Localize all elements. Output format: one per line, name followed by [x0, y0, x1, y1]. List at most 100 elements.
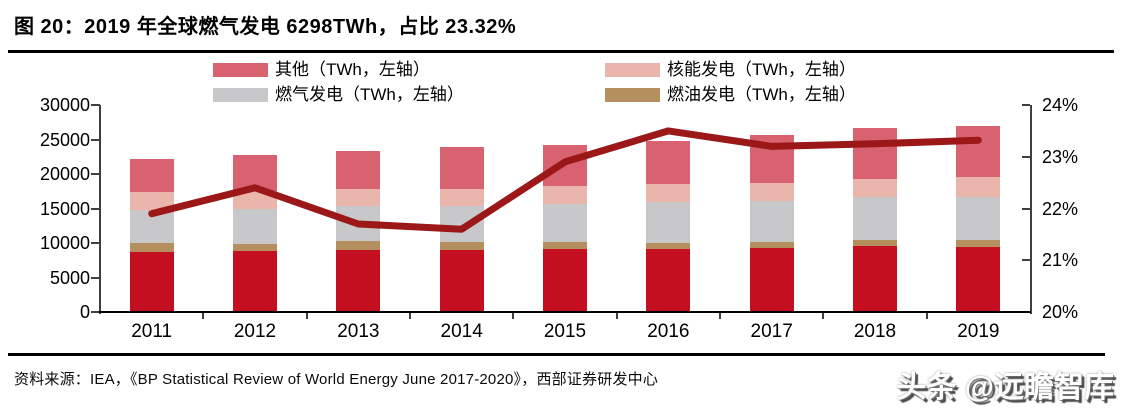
right-axis-tick-label: 21% [1042, 250, 1079, 271]
bar-segment-2015-series1 [543, 241, 587, 249]
x-axis-tick [305, 312, 308, 319]
legend-item-1-1: 燃油发电（TWh，左轴） [605, 85, 856, 104]
left-axis-line [98, 105, 101, 314]
right-axis-tick-label: 22% [1042, 198, 1079, 219]
bar-segment-2019-series1 [956, 239, 1001, 248]
legend-swatch [213, 63, 268, 77]
bar-segment-2017-series3 [749, 182, 794, 201]
bar-segment-2016-series2 [646, 202, 691, 243]
left-axis-tick-label: 20000 [39, 164, 90, 184]
x-axis-tick [615, 312, 618, 319]
left-axis-tick [91, 138, 100, 141]
bar-segment-2011-series3 [129, 192, 174, 211]
bar-segment-2015-series2 [543, 203, 587, 242]
bar-segment-2012-series1 [233, 243, 277, 252]
left-axis-tick [91, 207, 100, 210]
x-axis-label-2017: 2017 [750, 321, 793, 342]
x-axis-tick [925, 312, 928, 319]
legend-item-0-1: 核能发电（TWh，左轴） [605, 60, 856, 79]
legend-label: 燃油发电（TWh，左轴） [667, 85, 856, 104]
x-axis-label-2018: 2018 [853, 321, 897, 342]
bar-segment-2017-series2 [749, 200, 794, 242]
watermark-toutiao: 头条 @远瞻智库 [896, 371, 1114, 404]
left-axis-tick-label: 25000 [39, 129, 90, 150]
left-axis-tick [91, 311, 100, 313]
left-axis-tick [91, 242, 100, 244]
bar-segment-2014-series4 [439, 147, 484, 189]
right-axis-tick-label: 20% [1042, 302, 1079, 322]
x-axis-label-2012: 2012 [233, 321, 277, 342]
bar-segment-2018-series2 [853, 197, 897, 240]
legend-label: 核能发电（TWh，左轴） [667, 60, 856, 79]
legend-swatch [605, 63, 660, 77]
left-axis-tick [91, 104, 100, 106]
x-axis-tick [409, 312, 411, 319]
legend-label: 其他（TWh，左轴） [275, 60, 430, 79]
bar-segment-2011-series1 [129, 243, 174, 253]
bar-segment-2011-series2 [129, 210, 174, 244]
x-axis-label-2013: 2013 [337, 321, 380, 342]
bar-segment-2012-series0 [233, 251, 277, 312]
bar-segment-2015-series3 [543, 185, 587, 204]
bar-segment-2013-series1 [336, 241, 381, 250]
legend-item-0-0: 其他（TWh，左轴） [213, 60, 430, 79]
bar-segment-2016-series4 [646, 140, 691, 185]
bar-segment-2017-series1 [749, 241, 794, 248]
x-axis-label-2016: 2016 [647, 321, 690, 342]
right-axis-tick-label: 24% [1042, 95, 1079, 115]
right-axis-tick-label: 23% [1042, 146, 1079, 167]
bar-segment-2015-series0 [543, 248, 587, 312]
left-axis-tick-label: 30000 [39, 95, 90, 115]
bar-segment-2013-series2 [336, 206, 381, 242]
right-axis-tick [1022, 155, 1030, 158]
bar-segment-2018-series4 [853, 127, 897, 179]
bar-segment-2018-series3 [853, 178, 897, 198]
x-axis-label-2015: 2015 [543, 321, 587, 342]
legend-swatch [605, 88, 660, 102]
bar-segment-2019-series2 [956, 196, 1001, 240]
bar-segment-2019-series0 [956, 247, 1001, 312]
legend-item-1-0: 燃气发电（TWh，左轴） [213, 86, 464, 103]
bar-segment-2019-series3 [956, 177, 1001, 197]
bar-segment-2014-series2 [439, 206, 484, 242]
bar-segment-2011-series4 [129, 159, 174, 193]
bar-segment-2013-series0 [336, 249, 381, 312]
bar-segment-2014-series1 [439, 241, 484, 250]
bar-segment-2017-series0 [749, 247, 794, 312]
left-axis-tick [91, 173, 100, 175]
footer-divider [8, 353, 1105, 356]
left-axis-tick [91, 276, 100, 279]
legend-swatch [213, 88, 268, 102]
bar-segment-2013-series3 [336, 189, 381, 207]
right-axis-line [1029, 105, 1032, 314]
right-axis-tick [1022, 104, 1030, 106]
bar-segment-2018-series0 [853, 246, 897, 312]
bar-segment-2014-series3 [439, 188, 484, 207]
bar-segment-2014-series0 [439, 249, 484, 312]
source-note: 资料来源：IEA，《BP Statistical Review of World… [14, 371, 659, 388]
right-axis-tick [1022, 207, 1030, 210]
left-axis-tick-label: 5000 [49, 267, 90, 288]
x-axis-tick [822, 312, 825, 319]
x-axis-tick [719, 312, 721, 319]
x-axis-line [98, 311, 1031, 313]
x-axis-tick [202, 312, 205, 319]
x-axis-label-2014: 2014 [440, 321, 483, 342]
bar-segment-2015-series4 [543, 144, 587, 186]
bar-segment-2017-series4 [749, 135, 794, 183]
bar-segment-2016-series3 [646, 184, 691, 203]
left-axis-tick-label: 10000 [39, 233, 90, 253]
x-axis-label-2011: 2011 [131, 321, 173, 342]
bar-segment-2013-series4 [336, 151, 381, 190]
title-divider [8, 50, 1114, 53]
bar-segment-2012-series2 [233, 208, 277, 244]
bar-segment-2016-series0 [646, 249, 691, 312]
bar-segment-2016-series1 [646, 242, 691, 250]
bar-segment-2019-series4 [956, 125, 1001, 178]
bar-segment-2018-series1 [853, 239, 897, 247]
x-axis-label-2019: 2019 [957, 321, 1000, 342]
right-axis-tick [1022, 259, 1030, 262]
bar-segment-2012-series3 [233, 190, 277, 209]
